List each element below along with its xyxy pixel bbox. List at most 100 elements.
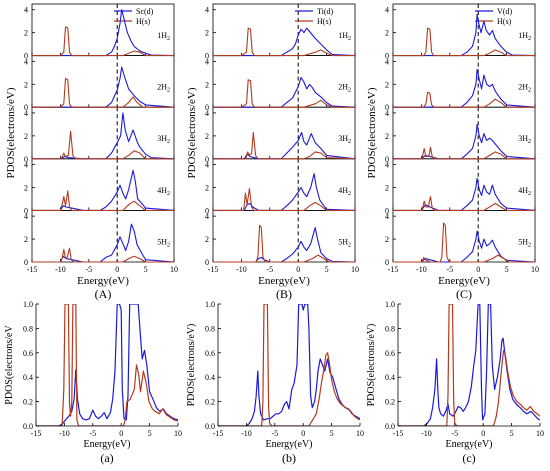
series-group bbox=[36, 304, 178, 426]
x-tick-label: -15 bbox=[388, 265, 399, 274]
x-tick-label: 10 bbox=[531, 265, 539, 274]
subplot-label: 2H2 bbox=[157, 83, 170, 94]
x-axis-label: Energy(eV) bbox=[438, 275, 490, 287]
y-tick-label: 0 bbox=[24, 52, 28, 61]
y-tick-label: 0.4 bbox=[205, 373, 215, 382]
y-tick-label: 0 bbox=[205, 52, 209, 61]
x-tick-label: -10 bbox=[55, 265, 66, 274]
y-tick-label: 0.0 bbox=[23, 422, 33, 431]
y-tick-label: 4 bbox=[205, 57, 209, 66]
y-tick-label: 4 bbox=[385, 161, 389, 170]
bottom-hs-line bbox=[36, 304, 178, 426]
x-axis-label: Energy(eV) bbox=[445, 439, 492, 450]
y-tick-label: 0 bbox=[385, 155, 389, 164]
subplot-2h2-scd-line bbox=[32, 66, 175, 108]
subplot-label: 4H2 bbox=[518, 186, 531, 197]
x-tick-label: -15 bbox=[31, 429, 42, 438]
series-group bbox=[398, 304, 540, 426]
x-tick-label: -10 bbox=[416, 265, 427, 274]
y-tick-label: 4 bbox=[205, 161, 209, 170]
y-tick-label: 4 bbox=[205, 212, 209, 221]
y-tick-label: 0 bbox=[205, 103, 209, 112]
x-tick-label: -10 bbox=[236, 265, 247, 274]
y-axis-label: PDOS(electrons/eV) bbox=[5, 87, 17, 178]
x-tick-label: -15 bbox=[208, 265, 219, 274]
x-tick-label: 5 bbox=[325, 265, 329, 274]
x-tick-label: -5 bbox=[266, 265, 273, 274]
subplot-3h2: 0 2 4 3H2 bbox=[24, 106, 175, 164]
y-tick-label: 2 bbox=[205, 132, 209, 141]
subplot-3h2-hs-line bbox=[32, 130, 174, 160]
subplot-5h2-hs-line bbox=[32, 247, 174, 263]
y-tick-label: 0 bbox=[24, 258, 28, 267]
top-panel-a: 0 2 4 1H2 Sc(d)H(s) 0 2 4 2H2 0 2 4 3H2 0 2 4 4H2 0 2 4 5H2 -… bbox=[5, 3, 178, 301]
panel-label: (C) bbox=[456, 287, 472, 301]
subplot-3h2: 0 2 4 3H2 bbox=[385, 106, 536, 164]
bottom-panel-a: 0.0 0.2 0.4 0.6 0.8 1.0 -15 -10 -5 0 5 10 Energy(eV)… bbox=[4, 300, 182, 465]
x-tick-label: 0 bbox=[296, 265, 300, 274]
panel-label: (c) bbox=[462, 451, 475, 465]
subplot-label: 1H2 bbox=[518, 31, 531, 42]
y-tick-label: 0.6 bbox=[385, 349, 395, 358]
y-tick-label: 0 bbox=[385, 52, 389, 61]
y-tick-label: 0.6 bbox=[23, 349, 33, 358]
subplot-2h2-vd-line bbox=[393, 68, 536, 108]
y-tick-label: 0 bbox=[205, 206, 209, 215]
x-tick-label: 5 bbox=[510, 429, 514, 438]
subplot-2h2: 0 2 4 2H2 bbox=[385, 55, 536, 112]
subplot-3h2-vd-line bbox=[393, 123, 536, 160]
y-tick-label: 0.0 bbox=[205, 422, 215, 431]
subplot-label: 1H2 bbox=[338, 31, 351, 42]
x-tick-label: -5 bbox=[85, 265, 92, 274]
subplot-frame bbox=[212, 158, 356, 211]
series-group bbox=[218, 304, 360, 426]
y-tick-label: 0.2 bbox=[385, 398, 395, 407]
y-tick-label: 4 bbox=[385, 109, 389, 118]
subplot-5h2-scd-line bbox=[32, 223, 175, 263]
subplot-5h2-hs-line bbox=[393, 222, 535, 263]
x-tick-label: -5 bbox=[89, 429, 96, 438]
subplot-4h2: 0 2 4 4H2 bbox=[24, 158, 175, 215]
subplot-frame bbox=[31, 55, 175, 108]
x-tick-label: 5 bbox=[505, 265, 509, 274]
bottom-panel-c: 0.0 0.2 0.4 0.6 0.8 1.0 -15 -10 -5 0 5 10 Energy(eV)… bbox=[366, 300, 544, 465]
subplot-4h2-hs-line bbox=[393, 196, 535, 211]
x-tick-label: 10 bbox=[356, 429, 364, 438]
x-tick-label: 0 bbox=[476, 265, 480, 274]
x-tick-label: 10 bbox=[174, 429, 182, 438]
y-tick-label: 4 bbox=[24, 6, 28, 15]
y-tick-label: 4 bbox=[385, 57, 389, 66]
subplot-frame bbox=[392, 209, 536, 263]
y-tick-label: 2 bbox=[385, 80, 389, 89]
y-tick-label: 0 bbox=[24, 103, 28, 112]
subplot-4h2: 0 2 4 4H2 bbox=[205, 158, 356, 215]
x-tick-label: -10 bbox=[59, 429, 70, 438]
y-tick-label: 0.4 bbox=[23, 373, 33, 382]
x-tick-label: -15 bbox=[213, 429, 224, 438]
subplot-1h2: 0 2 4 1H2 Sc(d)H(s) bbox=[24, 3, 175, 61]
y-tick-label: 0 bbox=[205, 155, 209, 164]
bottom-hs-line bbox=[218, 304, 360, 426]
subplot-label: 5H2 bbox=[518, 237, 531, 248]
bottom-scd-line bbox=[36, 304, 178, 426]
subplot-label: 5H2 bbox=[157, 237, 170, 248]
x-tick-label: -15 bbox=[27, 265, 38, 274]
x-axis-label: Energy(eV) bbox=[258, 275, 310, 287]
x-axis-label: Energy(eV) bbox=[77, 275, 129, 287]
subplot-frame bbox=[212, 55, 356, 108]
x-tick-label: -5 bbox=[446, 265, 453, 274]
bottom-panel-b: 0.0 0.2 0.4 0.6 0.8 1.0 -15 -10 -5 0 5 10 Energy(eV)… bbox=[186, 300, 364, 465]
subplot-1h2: 0 2 4 1H2 Ti(d)H(s) bbox=[205, 3, 356, 61]
subplot-5h2: 0 2 4 5H2 bbox=[385, 209, 536, 267]
subplot-1h2-tid-line bbox=[213, 27, 356, 57]
subplot-frame bbox=[392, 106, 536, 160]
subplot-frame bbox=[392, 158, 536, 211]
subplot-2h2: 0 2 4 2H2 bbox=[24, 55, 175, 112]
y-tick-label: 4 bbox=[385, 212, 389, 221]
subplot-3h2-hs-line bbox=[393, 146, 535, 160]
subplot-frame bbox=[212, 3, 356, 56]
legend-label: H(s) bbox=[497, 17, 512, 26]
y-tick-label: 0.0 bbox=[385, 422, 395, 431]
x-tick-label: -5 bbox=[271, 429, 278, 438]
subplot-4h2-vd-line bbox=[393, 177, 536, 211]
